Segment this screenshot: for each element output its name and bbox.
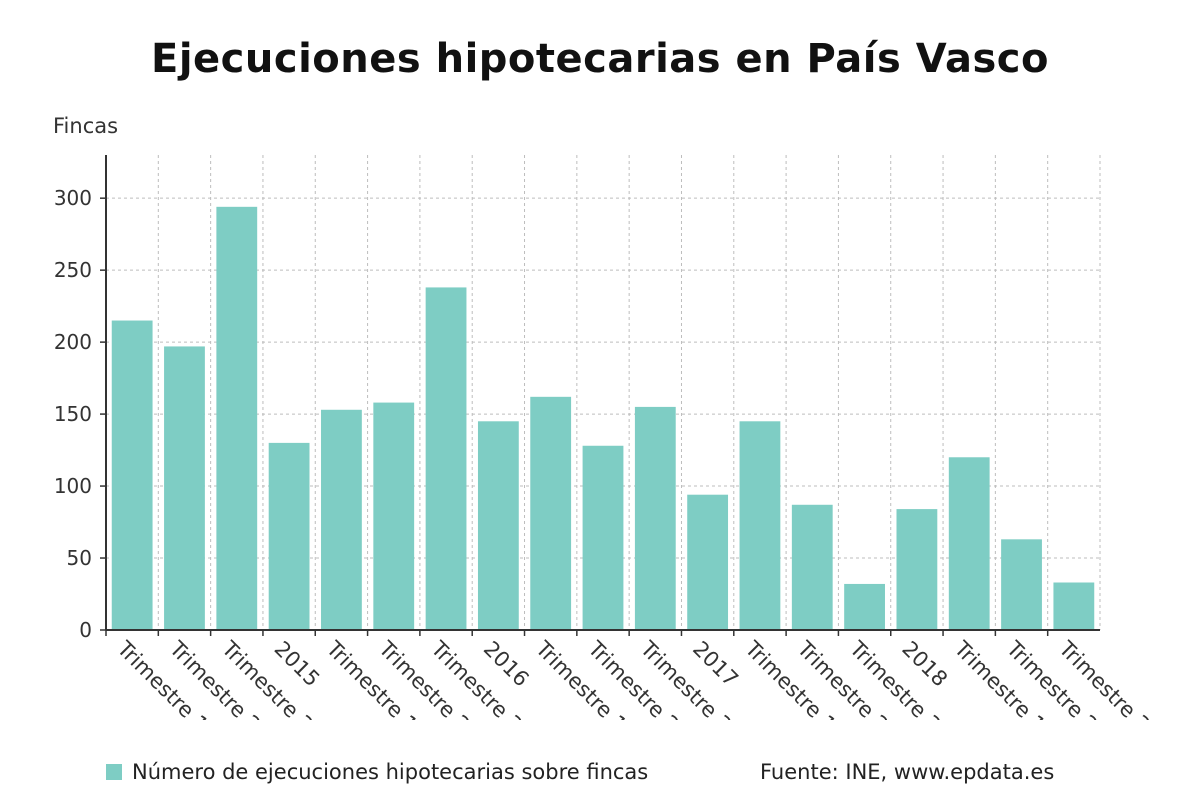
bar <box>111 320 153 630</box>
bar <box>687 494 729 630</box>
y-axis-label: Fincas <box>53 114 118 138</box>
y-tick-label: 300 <box>54 186 92 210</box>
bar <box>321 409 362 630</box>
bar <box>425 287 467 630</box>
bar <box>530 396 572 630</box>
bar <box>896 509 938 630</box>
legend-swatch <box>106 764 122 780</box>
bar <box>791 504 833 630</box>
axes <box>100 155 1100 636</box>
y-tick-label: 200 <box>54 330 92 354</box>
y-tick-label: 150 <box>54 402 92 426</box>
bar <box>477 421 519 630</box>
legend: Número de ejecuciones hipotecarias sobre… <box>106 760 648 784</box>
y-tick-label: 250 <box>54 258 92 282</box>
y-tick-label: 0 <box>79 618 92 642</box>
source-note: Fuente: INE, www.epdata.es <box>760 760 1055 784</box>
bar <box>948 457 990 630</box>
y-tick-label: 100 <box>54 474 92 498</box>
legend-label: Número de ejecuciones hipotecarias sobre… <box>132 760 649 784</box>
y-tick-label: 50 <box>67 546 92 570</box>
bar <box>739 421 781 630</box>
bar <box>844 583 885 630</box>
bar <box>634 406 676 630</box>
chart-title: Ejecuciones hipotecarias en País Vasco <box>151 36 1049 82</box>
bar <box>1053 582 1095 630</box>
bar <box>268 442 310 630</box>
bar <box>216 206 258 630</box>
bar <box>582 445 624 630</box>
bar <box>164 346 205 630</box>
y-tick-labels: 0 50 100 150 200 250 300 <box>54 186 92 642</box>
bar <box>1001 539 1042 630</box>
bar <box>373 402 415 630</box>
bars <box>111 206 1095 630</box>
